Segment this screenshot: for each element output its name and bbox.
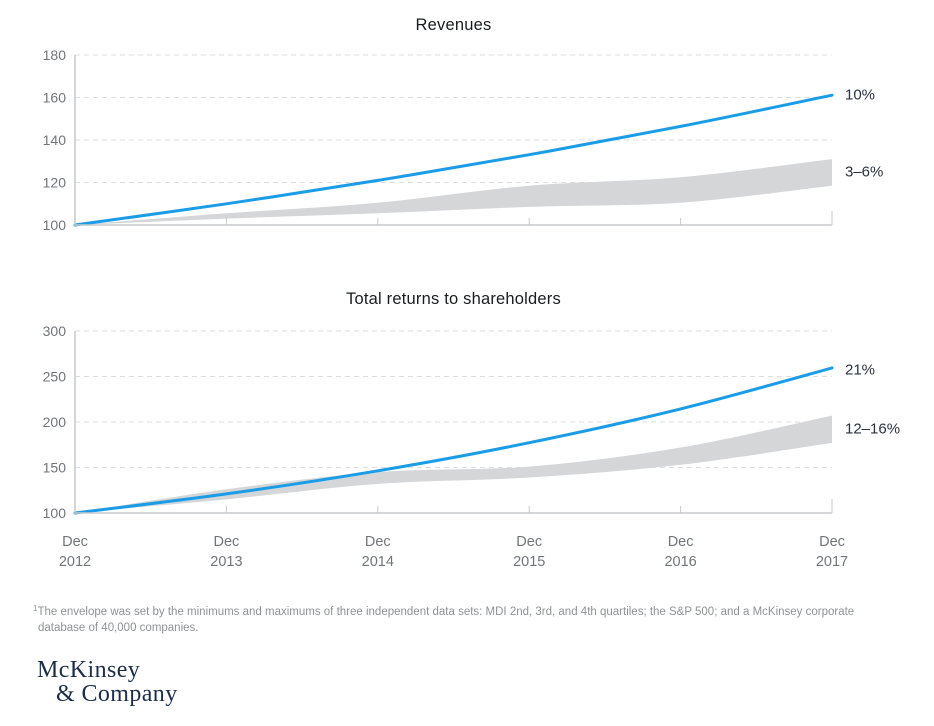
total-returns-band-end-label: 12–16% — [845, 420, 901, 438]
footnote-line-1: 1The envelope was set by the minimums an… — [33, 601, 913, 620]
revenues-band-end-label: 3–6% — [845, 163, 884, 181]
revenues-chart: 180 160 140 120 100 — [43, 47, 834, 233]
logo-line-1: McKinsey — [37, 657, 141, 683]
footnote-superscript: 1 — [33, 604, 38, 613]
x-axis-label: Dec 2017 — [816, 534, 848, 570]
y-axis-tick-label: 100 — [43, 217, 67, 233]
total-returns-line-end-label: 21% — [845, 361, 876, 379]
footnote: 1The envelope was set by the minimums an… — [33, 601, 913, 636]
x-axis-label: Dec 2016 — [664, 534, 696, 570]
x-axis-label: Dec 2014 — [362, 534, 394, 570]
chart-title-total-returns: Total returns to shareholders — [346, 290, 561, 308]
y-axis-tick-label: 160 — [43, 90, 67, 106]
logo-line-2: & Company — [56, 681, 178, 707]
y-axis-tick-label: 300 — [43, 323, 67, 339]
y-axis-tick-label: 150 — [43, 460, 67, 476]
x-axis-label: Dec 2013 — [210, 534, 242, 570]
y-axis-tick-label: 180 — [43, 47, 67, 63]
y-axis-tick-label: 140 — [43, 132, 67, 148]
axis-line — [74, 55, 832, 226]
footnote-line-1-text: The envelope was set by the minimums and… — [37, 606, 855, 618]
x-axis-label: Dec 2015 — [513, 534, 545, 570]
y-axis-tick-label: 100 — [43, 505, 67, 521]
footnote-line-2: database of 40,000 companies. — [38, 622, 199, 634]
x-axis-label: Dec 2012 — [59, 534, 91, 570]
growth-line — [73, 366, 834, 515]
y-axis-tick-label: 120 — [43, 175, 67, 191]
mckinsey-logo: McKinsey & Company — [37, 658, 178, 706]
total-returns-chart: 300 250 200 150 100 Dec 2012 Dec 2013 Dec 2014 Dec 2… — [43, 323, 848, 570]
growth-line — [73, 93, 834, 227]
revenues-line-end-label: 10% — [845, 86, 876, 104]
axis-line — [74, 331, 832, 514]
chart-title-revenues: Revenues — [415, 16, 492, 34]
range-band — [75, 159, 832, 225]
y-axis-tick-label: 250 — [43, 369, 67, 385]
y-axis-tick-label: 200 — [43, 414, 67, 430]
